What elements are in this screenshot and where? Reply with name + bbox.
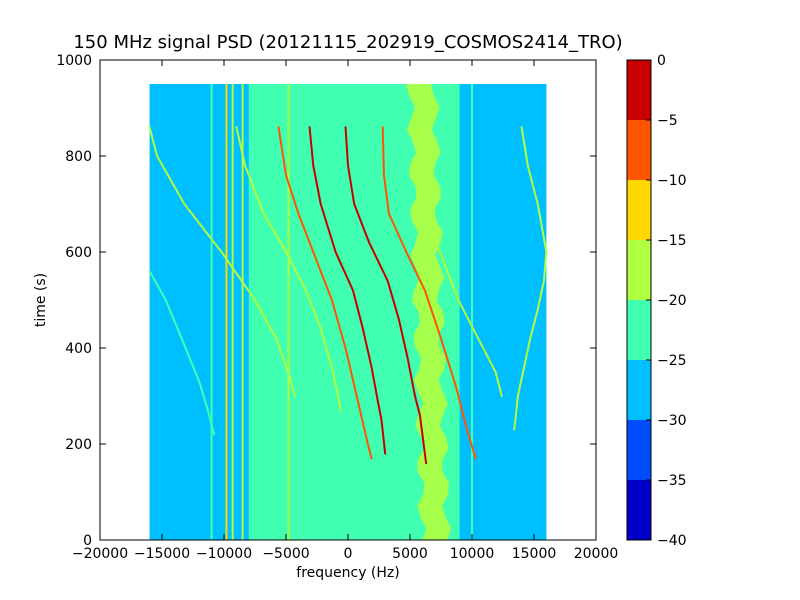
doppler-trace [344,126,428,465]
colorbar-swatch [627,360,651,420]
colorbar-tick-label: −15 [657,233,687,249]
y-axis-label: time (s) [33,273,49,327]
doppler-trace [381,126,477,460]
colorbar-swatch [627,300,651,360]
heatmap-image [148,84,548,540]
y-tick-label: 400 [65,341,92,357]
x-axis: −20000 −15000 −10000 −5000 0 5000 10000 15000 20… [72,60,618,562]
strong-band [406,84,452,540]
chart-title: 150 MHz signal PSD (20121115_202919_COSM… [73,32,622,53]
colorbar-swatch [627,480,651,540]
colorbar-swatch [627,240,651,300]
doppler-trace [148,126,296,397]
colorbar-tick-label: −35 [657,473,687,489]
doppler-trace [235,126,342,412]
y-tick-label: 600 [65,245,92,261]
colorbar-tick-label: 0 [657,53,666,69]
colorbar-tick-label: −25 [657,353,687,369]
doppler-trace [416,126,503,397]
colorbar-tick-label: −5 [657,113,678,129]
x-tick-label: −5000 [262,546,309,562]
x-tick-label: 15000 [512,546,557,562]
y-tick-label: 800 [65,149,92,165]
doppler-trace [513,126,548,431]
colorbar-tick-label: −40 [657,533,687,549]
x-tick-label: −20000 [72,546,128,562]
colorbar-swatch [627,420,651,480]
doppler-trace [277,126,373,460]
colorbar-tick-label: −10 [657,173,687,189]
y-tick-label: 0 [83,533,92,549]
colorbar-swatch [627,180,651,240]
colorbar: 0 −5 −10 −15 −20 −25 −30 −35 −40 [626,53,687,549]
y-axis: 0 200 400 600 800 1000 [56,53,596,549]
y-tick-label: 200 [65,437,92,453]
x-tick-label: 10000 [450,546,495,562]
colorbar-tick-label: −20 [657,293,687,309]
doppler-trace [148,270,216,436]
x-tick-label: −15000 [134,546,190,562]
x-tick-label: −10000 [196,546,252,562]
x-tick-label: 0 [344,546,353,562]
colorbar-tick-label: −30 [657,413,687,429]
y-tick-label: 1000 [56,53,92,69]
doppler-trace [308,126,387,455]
x-tick-label: 5000 [392,546,428,562]
x-axis-label: frequency (Hz) [296,565,399,581]
colorbar-swatch [627,120,651,180]
plot-area: −20000 −15000 −10000 −5000 0 5000 10000 15000 20… [56,53,618,562]
x-tick-label: 20000 [574,546,619,562]
colorbar-swatch [627,60,651,120]
